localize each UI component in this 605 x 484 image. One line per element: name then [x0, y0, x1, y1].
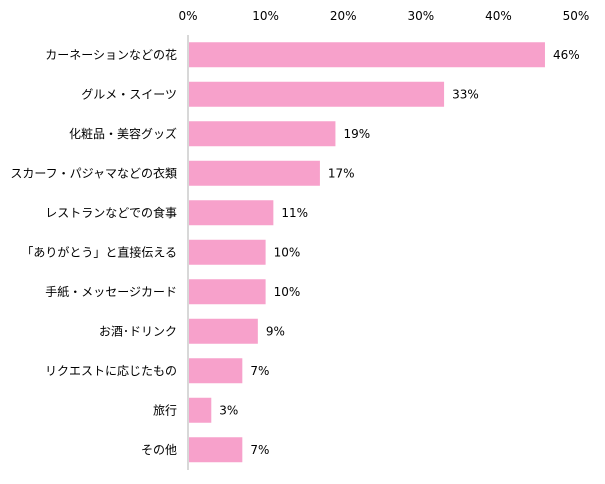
category-label: 「ありがとう」と直接伝える: [21, 244, 177, 259]
category-label: その他: [141, 443, 177, 457]
category-label: 旅行: [153, 403, 177, 417]
bar: [189, 42, 545, 68]
data-label: 7%: [250, 443, 269, 457]
x-tick-label: 30%: [407, 9, 434, 23]
category-label: グルメ・スイーツ: [81, 87, 177, 101]
bar: [189, 397, 212, 423]
x-tick-label: 0%: [178, 9, 197, 23]
data-label: 9%: [266, 324, 285, 338]
x-tick-label: 10%: [252, 9, 279, 23]
bar: [189, 279, 266, 305]
category-label: 化粧品・美容グッズ: [69, 126, 177, 141]
data-label: 46%: [553, 48, 580, 62]
bar: [189, 437, 243, 463]
x-tick-label: 40%: [485, 9, 512, 23]
category-label: レストランなどでの食事: [45, 205, 177, 220]
bar: [189, 318, 258, 344]
data-label: 3%: [219, 403, 238, 417]
bar: [189, 121, 336, 147]
data-label: 7%: [250, 364, 269, 378]
category-label: リクエストに応じたもの: [45, 364, 177, 378]
bar: [189, 239, 266, 265]
data-label: 19%: [343, 127, 370, 141]
data-label: 10%: [274, 245, 301, 259]
category-label: 手紙・メッセージカード: [45, 284, 177, 299]
bar: [189, 160, 320, 186]
x-tick-label: 50%: [563, 9, 590, 23]
data-label: 11%: [281, 206, 308, 220]
x-tick-label: 20%: [330, 9, 357, 23]
bar: [189, 200, 274, 226]
bar: [189, 81, 445, 107]
bar: [189, 358, 243, 384]
category-label: カーネーションなどの花: [45, 47, 177, 62]
data-label: 33%: [452, 87, 479, 101]
category-label: スカーフ・パジャマなどの衣類: [10, 165, 177, 180]
category-label: お酒･ドリンク: [99, 324, 177, 338]
data-label: 10%: [274, 285, 301, 299]
data-label: 17%: [328, 166, 355, 180]
